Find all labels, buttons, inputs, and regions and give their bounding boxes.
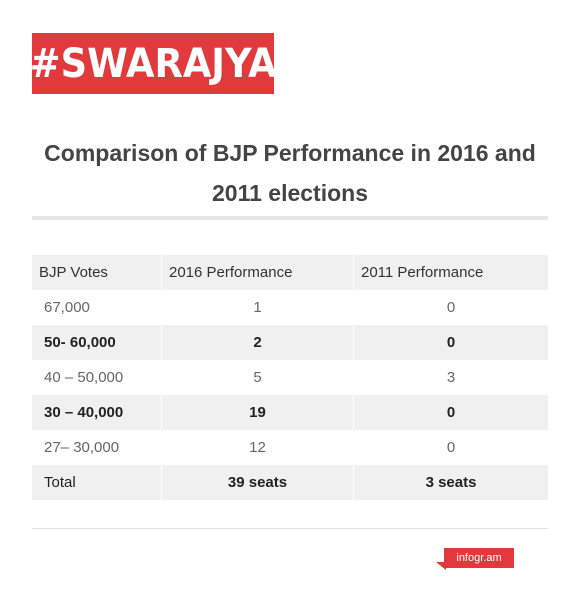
performance-2016-cell: 1 (162, 290, 354, 325)
table-row: 40 – 50,000 5 3 (32, 360, 548, 395)
column-header: 2011 Performance (354, 255, 548, 290)
title-divider (32, 216, 548, 220)
performance-2011-cell: 0 (354, 290, 548, 325)
performance-2011-cell: 3 (354, 360, 548, 395)
performance-table: BJP Votes 2016 Performance 2011 Performa… (32, 255, 548, 500)
swarajya-logo: #SWARAJYA (29, 33, 277, 94)
performance-2011-cell: 0 (354, 325, 548, 360)
table-total-row: Total 39 seats 3 seats (32, 465, 548, 500)
table-row: 30 – 40,000 19 0 (32, 395, 548, 430)
table-row: 50- 60,000 2 0 (32, 325, 548, 360)
infogram-credit-link[interactable]: infogr.am (436, 548, 514, 570)
total-2011-cell: 3 seats (354, 465, 548, 500)
column-header: BJP Votes (32, 255, 162, 290)
table-row: 27– 30,000 12 0 (32, 430, 548, 465)
footer-divider (32, 528, 548, 529)
votes-cell: 27– 30,000 (32, 430, 162, 465)
total-2016-cell: 39 seats (162, 465, 354, 500)
performance-2016-cell: 2 (162, 325, 354, 360)
votes-cell: 67,000 (32, 290, 162, 325)
total-label-cell: Total (32, 465, 162, 500)
performance-2011-cell: 0 (354, 430, 548, 465)
votes-cell: 50- 60,000 (32, 325, 162, 360)
chart-title: Comparison of BJP Performance in 2016 an… (44, 140, 536, 206)
votes-cell: 40 – 50,000 (32, 360, 162, 395)
flag-tail-shape (436, 562, 446, 570)
performance-2011-cell: 0 (354, 395, 548, 430)
performance-2016-cell: 19 (162, 395, 354, 430)
table-row: 67,000 1 0 (32, 290, 548, 325)
votes-cell: 30 – 40,000 (32, 395, 162, 430)
infogram-flag: infogr.am (444, 548, 514, 568)
table-header-row: BJP Votes 2016 Performance 2011 Performa… (32, 255, 548, 290)
performance-2016-cell: 12 (162, 430, 354, 465)
logo-text: #SWARAJYA (29, 40, 277, 87)
column-header: 2016 Performance (162, 255, 354, 290)
performance-2016-cell: 5 (162, 360, 354, 395)
